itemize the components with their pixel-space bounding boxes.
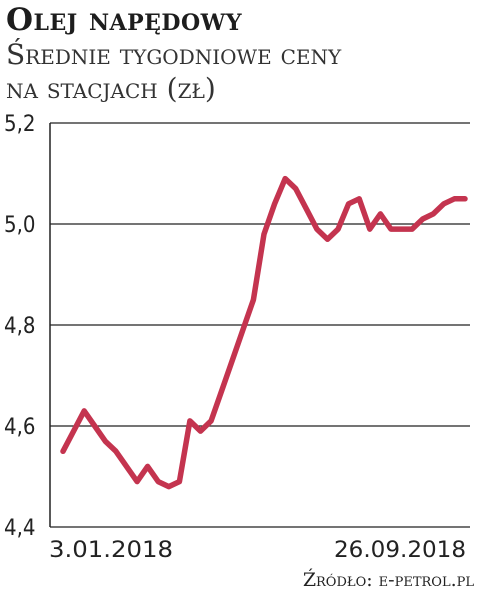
source-note: Źródło: e-petrol.pl [302, 569, 474, 591]
grid-lines [50, 122, 470, 528]
series-lines [60, 175, 468, 490]
y-tick-label: 5,0 [4, 213, 35, 238]
x-tick-label-end: 26.09.2018 [334, 538, 466, 563]
subtitle-line-1: Średnie tygodniowe ceny [6, 38, 342, 71]
series-line [60, 175, 468, 490]
y-tick-label: 4,6 [4, 415, 35, 440]
y-tick-label: 4,8 [4, 314, 35, 339]
x-tick-label-start: 3.01.2018 [49, 538, 173, 563]
chart-title: Olej napędowy [6, 2, 243, 38]
y-tick-label: 4,4 [4, 516, 35, 541]
y-tick-label: 5,2 [4, 112, 35, 137]
y-tick-labels: 4,4 4,6 4,8 5,0 5,2 [4, 112, 35, 541]
chart-subtitle: Średnie tygodniowe ceny na stacjach (zł) [6, 38, 476, 106]
subtitle-line-2: na stacjach (zł) [6, 72, 216, 105]
